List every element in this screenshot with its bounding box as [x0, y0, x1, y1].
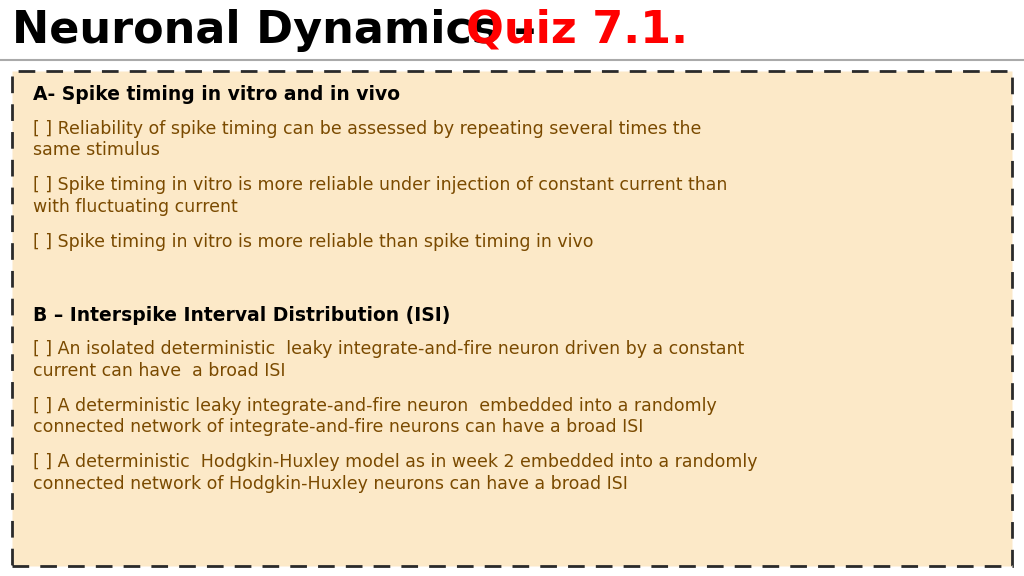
- Text: [ ] Reliability of spike timing can be assessed by repeating several times the
s: [ ] Reliability of spike timing can be a…: [33, 120, 701, 160]
- Text: B – Interspike Interval Distribution (ISI): B – Interspike Interval Distribution (IS…: [33, 306, 451, 325]
- Text: [ ] A deterministic  Hodgkin-Huxley model as in week 2 embedded into a randomly
: [ ] A deterministic Hodgkin-Huxley model…: [33, 453, 758, 493]
- FancyBboxPatch shape: [0, 0, 1024, 60]
- Text: [ ] An isolated deterministic  leaky integrate-and-fire neuron driven by a const: [ ] An isolated deterministic leaky inte…: [33, 340, 744, 380]
- Text: [ ] A deterministic leaky integrate-and-fire neuron  embedded into a randomly
co: [ ] A deterministic leaky integrate-and-…: [33, 397, 717, 437]
- Text: [ ] Spike timing in vitro is more reliable than spike timing in vivo: [ ] Spike timing in vitro is more reliab…: [33, 233, 593, 251]
- Text: A- Spike timing in vitro and in vivo: A- Spike timing in vitro and in vivo: [33, 85, 399, 104]
- FancyBboxPatch shape: [12, 71, 1012, 566]
- Text: Neuronal Dynamics –: Neuronal Dynamics –: [12, 9, 552, 52]
- Text: Quiz 7.1.: Quiz 7.1.: [466, 9, 688, 52]
- Text: [ ] Spike timing in vitro is more reliable under injection of constant current t: [ ] Spike timing in vitro is more reliab…: [33, 176, 727, 216]
